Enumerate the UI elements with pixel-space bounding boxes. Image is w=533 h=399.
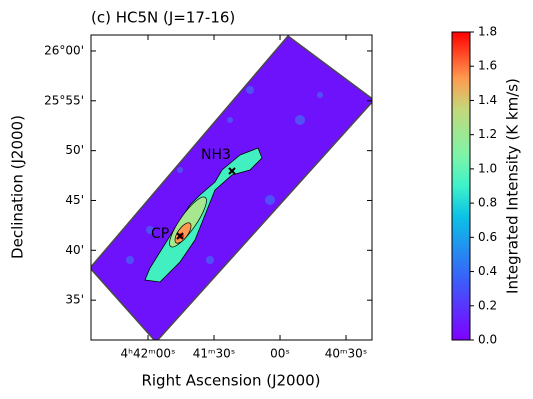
annotation: CP [151, 226, 169, 242]
colorbar-tick-label: 0.6 [478, 230, 497, 244]
map-footprint [91, 35, 372, 340]
colorbar-tick-label: 0.8 [478, 196, 497, 210]
annotation: NH3 [201, 147, 231, 163]
x-axis-label: Right Ascension (J2000) [141, 372, 320, 390]
filament [144, 147, 263, 283]
colorbar-tick-label: 1.2 [478, 127, 497, 141]
y-axis-label: Declination (J2000) [9, 115, 27, 259]
y-tick-label: 35' [65, 293, 84, 307]
x-tick-label: 40ᵐ30ˢ [325, 347, 368, 361]
colorbar-tick-label: 0.4 [478, 264, 497, 278]
colorbar-tick-label: 1.4 [478, 93, 497, 107]
frame [90, 34, 373, 341]
y-tick-label: 45' [65, 193, 84, 207]
y-tick-label: 40' [65, 243, 84, 257]
colorbar-tick-label: 0.0 [478, 333, 497, 347]
x-tick-label: 00ˢ [270, 347, 290, 361]
colorbar-label: Integrated Intensity (K km/s) [504, 78, 522, 294]
nh3-marker [228, 167, 236, 175]
noise [126, 86, 323, 264]
colorbar-tick-label: 1.6 [478, 59, 497, 73]
y-tick-label: 50' [65, 143, 84, 157]
colorbar-tick-label: 1.8 [478, 25, 497, 39]
y-tick-label: 25°55' [44, 93, 84, 107]
colorbar [451, 31, 471, 341]
x-tick-label: 4ʰ42ᵐ00ˢ [121, 347, 176, 361]
chart-title: (c) HC5N (J=17-16) [91, 9, 235, 27]
map [91, 35, 372, 340]
colorbar-tick-label: 1.0 [478, 161, 497, 175]
colorbar-tick-label: 0.2 [478, 298, 497, 312]
x-tick-label: 41ᵐ30ˢ [193, 347, 236, 361]
y-tick-label: 26°00' [44, 43, 84, 57]
cp-marker [176, 232, 184, 240]
